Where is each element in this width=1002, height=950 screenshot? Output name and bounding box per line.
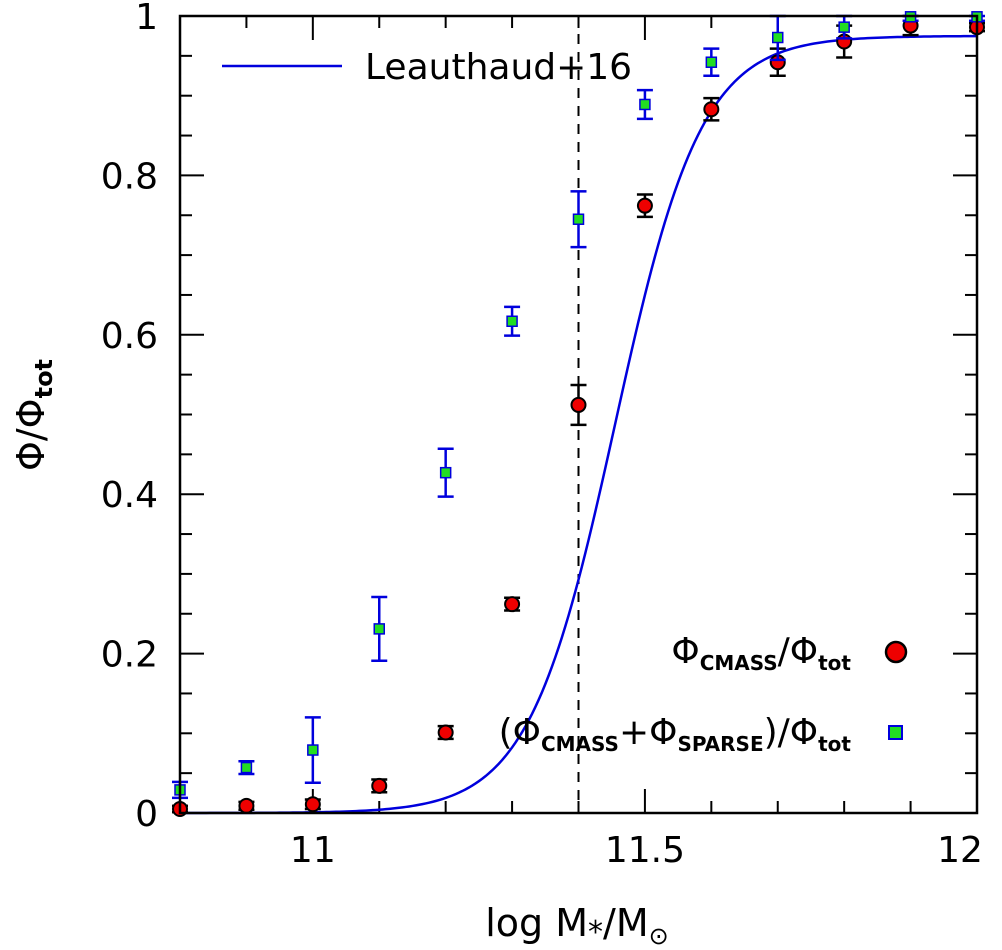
x-tick-label: 11.5	[605, 830, 685, 871]
y-tick-label: 0.6	[101, 316, 158, 357]
legend-square-label: (ΦCMASS+ΦSPARSE)/Φtot	[499, 712, 852, 756]
y-axis-title-sub: tot	[30, 359, 58, 398]
y-tick-label: 0.4	[101, 475, 158, 516]
sparse-point	[572, 213, 585, 225]
legend-circle-marker	[884, 640, 908, 664]
legend-square-marker	[888, 725, 903, 740]
sparse-point	[705, 56, 718, 68]
legend-line-label: Leauthaud+16	[365, 47, 632, 88]
x-axis-title-denom-sub: ⊙	[649, 922, 669, 950]
x-tick-label: 11	[290, 830, 336, 871]
y-axis-title-main: Φ/Φ	[9, 398, 53, 471]
y-tick-label: 0	[135, 794, 158, 835]
tick-labels: 11 11.5 12 0 0.2 0.4 0.6 0.8 1	[101, 0, 983, 871]
cmass-point	[636, 197, 653, 214]
cmass-point	[703, 101, 720, 118]
sparse-point	[240, 761, 253, 774]
y-tick-label: 0.2	[101, 635, 158, 676]
cmass-point	[238, 797, 255, 814]
legend-circle-label: ΦCMASS/Φtot	[671, 631, 851, 675]
plot-frame	[178, 14, 979, 815]
sparse-point	[639, 98, 651, 111]
legend-line-entry: Leauthaud+16	[222, 47, 632, 88]
sparse-point	[838, 21, 850, 33]
sparse-point	[373, 623, 385, 635]
x-axis-title-denom: M	[616, 901, 649, 945]
sparse-point	[506, 315, 518, 328]
sparse-point	[772, 31, 784, 44]
y-axis-title: Φ/Φtot	[9, 359, 58, 471]
x-axis-title-sub: *	[588, 915, 603, 950]
y-tick-label: 0.8	[101, 156, 158, 197]
x-tick-label: 12	[937, 830, 983, 871]
sparse-point	[439, 466, 452, 479]
sparse-point	[307, 744, 319, 756]
cmass-point	[570, 396, 587, 413]
cmass-point	[371, 777, 388, 794]
cmass-point	[304, 796, 321, 813]
cmass-point	[437, 724, 454, 741]
x-axis-title: log M*/M⊙	[485, 901, 669, 950]
legend-square-entry: (ΦCMASS+ΦSPARSE)/Φtot	[499, 712, 903, 756]
x-axis-title-main: log M	[485, 901, 588, 945]
legend-circle-entry: ΦCMASS/Φtot	[671, 631, 908, 675]
y-tick-label: 1	[135, 0, 158, 38]
cmass-point	[504, 596, 521, 613]
